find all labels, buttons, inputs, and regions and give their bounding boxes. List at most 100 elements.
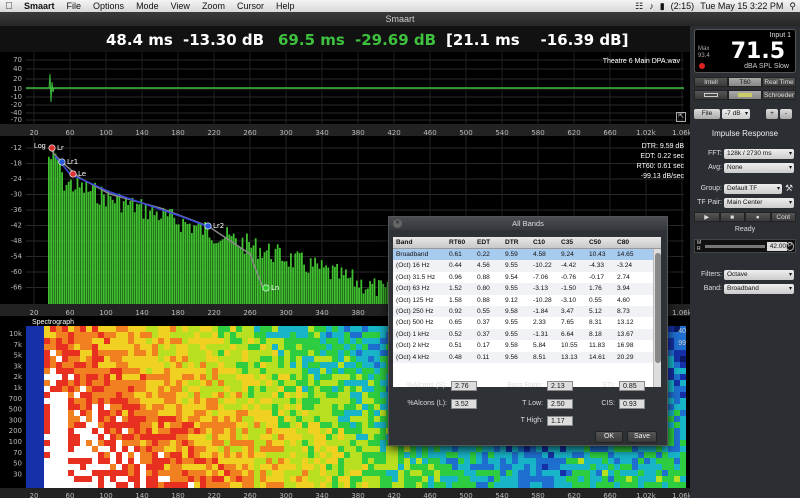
- clock[interactable]: Tue May 15 3:22 PM: [700, 1, 784, 11]
- col-c10[interactable]: C10: [533, 239, 546, 246]
- table-row[interactable]: (Oct) 63 Hz 1.52 0.80 9.55 -3.13 -1.50 1.76 3.9…: [393, 283, 661, 295]
- spotlight-icon[interactable]: ⚲: [789, 0, 796, 11]
- col-band[interactable]: Band: [396, 239, 413, 246]
- menu-zoom[interactable]: Zoom: [201, 1, 225, 11]
- tools-icon[interactable]: ⚒: [785, 183, 794, 193]
- spectrogram-cell: [674, 380, 680, 386]
- spectrogram-cell: [260, 404, 266, 410]
- fft-dropdown[interactable]: 128k / 2730 ms ▾: [724, 149, 794, 159]
- save-button[interactable]: Save: [627, 431, 657, 443]
- energy-bar: [235, 238, 237, 304]
- spl-meter[interactable]: Input 1 Max 93.4 71.5 dBA SPL Slow: [694, 29, 796, 73]
- gain-p-button[interactable]: P: [786, 242, 794, 251]
- energy-bar: [109, 196, 112, 304]
- spectrogram-cell: [362, 368, 368, 374]
- record-icon[interactable]: ●: [745, 212, 771, 222]
- col-edt[interactable]: EDT: [477, 239, 491, 246]
- plus-button[interactable]: +: [766, 109, 778, 119]
- spectrogram-cell: [350, 356, 356, 362]
- tf-pair-dropdown[interactable]: Main Center ▾: [724, 198, 794, 208]
- decay-plot-canvas[interactable]: -12-18-24-30-36-42-48-54-60-66LrLr1LeLr2…: [0, 136, 690, 304]
- avg-dropdown[interactable]: None ▾: [724, 163, 794, 173]
- battery-icon[interactable]: ▮: [659, 0, 665, 11]
- table-row[interactable]: (Oct) 250 Hz 0.92 0.55 9.58 -1.84 3.47 5.12 8.7…: [393, 305, 661, 318]
- spectrogram-cell: [134, 452, 140, 458]
- menu-mode[interactable]: Mode: [136, 1, 159, 11]
- tab-view-2[interactable]: [728, 90, 762, 100]
- gain-slider[interactable]: [705, 245, 765, 248]
- menu-app[interactable]: Smaart: [24, 1, 55, 11]
- spectrogram-cell: [320, 428, 326, 434]
- tab-real-time[interactable]: Real Time: [762, 77, 796, 87]
- menu-help[interactable]: Help: [275, 1, 295, 11]
- minus-button[interactable]: -: [780, 109, 792, 119]
- spectrogram-cell: [326, 452, 332, 458]
- spectrogram-cell: [152, 392, 158, 398]
- spectrogram-cell: [674, 416, 680, 422]
- table-cell: 0.61: [449, 251, 462, 258]
- col-c35[interactable]: C35: [561, 239, 574, 246]
- table-row[interactable]: (Oct) 125 Hz 1.58 0.88 9.12 -10.28 -3.10 0.55 4…: [393, 295, 661, 306]
- apple-icon[interactable]: : [0, 1, 18, 12]
- spectrogram-cell: [266, 332, 272, 338]
- volume-icon[interactable]: ♪: [649, 1, 654, 11]
- spectrogram-cell: [314, 368, 320, 374]
- impulse-plot[interactable]: 70 40 20 10 -10 -20 -40 -70 Theatre 6 Main DPA.…: [0, 52, 690, 124]
- table-row[interactable]: (Oct) 500 Hz 0.65 0.37 9.55 2.33 7.65 8.31 13.1…: [393, 317, 661, 328]
- file-button[interactable]: File: [694, 109, 720, 119]
- band-dropdown[interactable]: Broadband ▾: [724, 284, 794, 294]
- tab-view-1[interactable]: [694, 90, 728, 100]
- menu-file[interactable]: File: [66, 1, 82, 11]
- spectrogram-cell: [242, 458, 248, 464]
- gain-value[interactable]: 42.00: [767, 242, 787, 251]
- log-mode-label[interactable]: Log: [34, 143, 46, 150]
- ok-button[interactable]: OK: [595, 431, 623, 443]
- spectrogram-cell: [176, 380, 182, 386]
- spectrogram-cell: [146, 410, 152, 416]
- spectrogram-cell: [248, 362, 254, 368]
- table-row[interactable]: (Oct) 4 kHz 0.48 0.11 9.56 8.51 13.13 14.61 20.…: [393, 351, 661, 363]
- spectrogram-cell: [368, 344, 374, 350]
- scrollbar-thumb[interactable]: [655, 253, 661, 363]
- spectrogram-cell: [668, 404, 674, 410]
- table-scrollbar[interactable]: [653, 249, 661, 387]
- close-icon[interactable]: ✕: [393, 219, 402, 228]
- table-row[interactable]: (Oct) 16 Hz 0.44 4.56 9.55 -10.22 -4.42 -4.33-…: [393, 260, 661, 272]
- spectrogram-cell: [458, 482, 464, 488]
- col-c50[interactable]: C50: [589, 239, 602, 246]
- spectrogram-cell: [122, 368, 128, 374]
- energy-bar: [98, 204, 101, 304]
- spectrogram-cell: [368, 386, 374, 392]
- group-label: Group:: [700, 185, 722, 192]
- spectrogram-cell: [458, 452, 464, 458]
- spectrograph-label[interactable]: Spectrograph: [32, 319, 75, 326]
- gain-meter[interactable]: M R 42.00 P: [694, 239, 796, 253]
- tab-t60[interactable]: T60: [728, 77, 762, 87]
- menu-view[interactable]: View: [170, 1, 190, 11]
- table-row[interactable]: (Oct) 1 kHz 0.52 0.37 9.55 -1.31 6.64 8.18 13.6…: [393, 328, 661, 341]
- tab-intell[interactable]: Intell: [694, 77, 728, 87]
- col-c80[interactable]: C80: [617, 239, 630, 246]
- continuous-button[interactable]: Cont: [770, 212, 796, 222]
- record-indicator-icon[interactable]: [699, 63, 705, 69]
- play-icon[interactable]: ▶: [694, 212, 720, 222]
- group-dropdown[interactable]: Default TF ▾: [724, 184, 782, 194]
- menu-options[interactable]: Options: [93, 1, 125, 11]
- tab-schroeder[interactable]: Schroeder: [762, 90, 796, 100]
- filters-dropdown[interactable]: Octave ▾: [724, 270, 794, 280]
- file-gain-dropdown[interactable]: -7 dB ▾: [722, 109, 750, 119]
- menu-cursor[interactable]: Cursor: [236, 1, 264, 11]
- table-row[interactable]: (Oct) 31.5 Hz 0.96 0.88 9.54 -7.06 -0.76 -0.17…: [393, 272, 661, 283]
- spectrogram-cell: [200, 482, 206, 488]
- table-row[interactable]: (Oct) 2 kHz 0.51 0.17 9.58 5.84 10.55 11.83 16.…: [393, 340, 661, 351]
- col-rt60[interactable]: RT60: [449, 239, 466, 246]
- spectrogram-cell: [86, 482, 92, 488]
- spectrogram-cell: [278, 422, 284, 428]
- zoom-corner-icon[interactable]: ⇱: [676, 112, 686, 122]
- table-row[interactable]: Broadband 0.61 0.22 9.59 4.58 9.24 10.43 14.65: [393, 249, 661, 261]
- wifi-icon[interactable]: ☷: [635, 0, 644, 11]
- stop-icon[interactable]: ■: [719, 212, 745, 222]
- col-dtr[interactable]: DTR: [505, 239, 519, 246]
- spectrogram-cell: [362, 446, 368, 452]
